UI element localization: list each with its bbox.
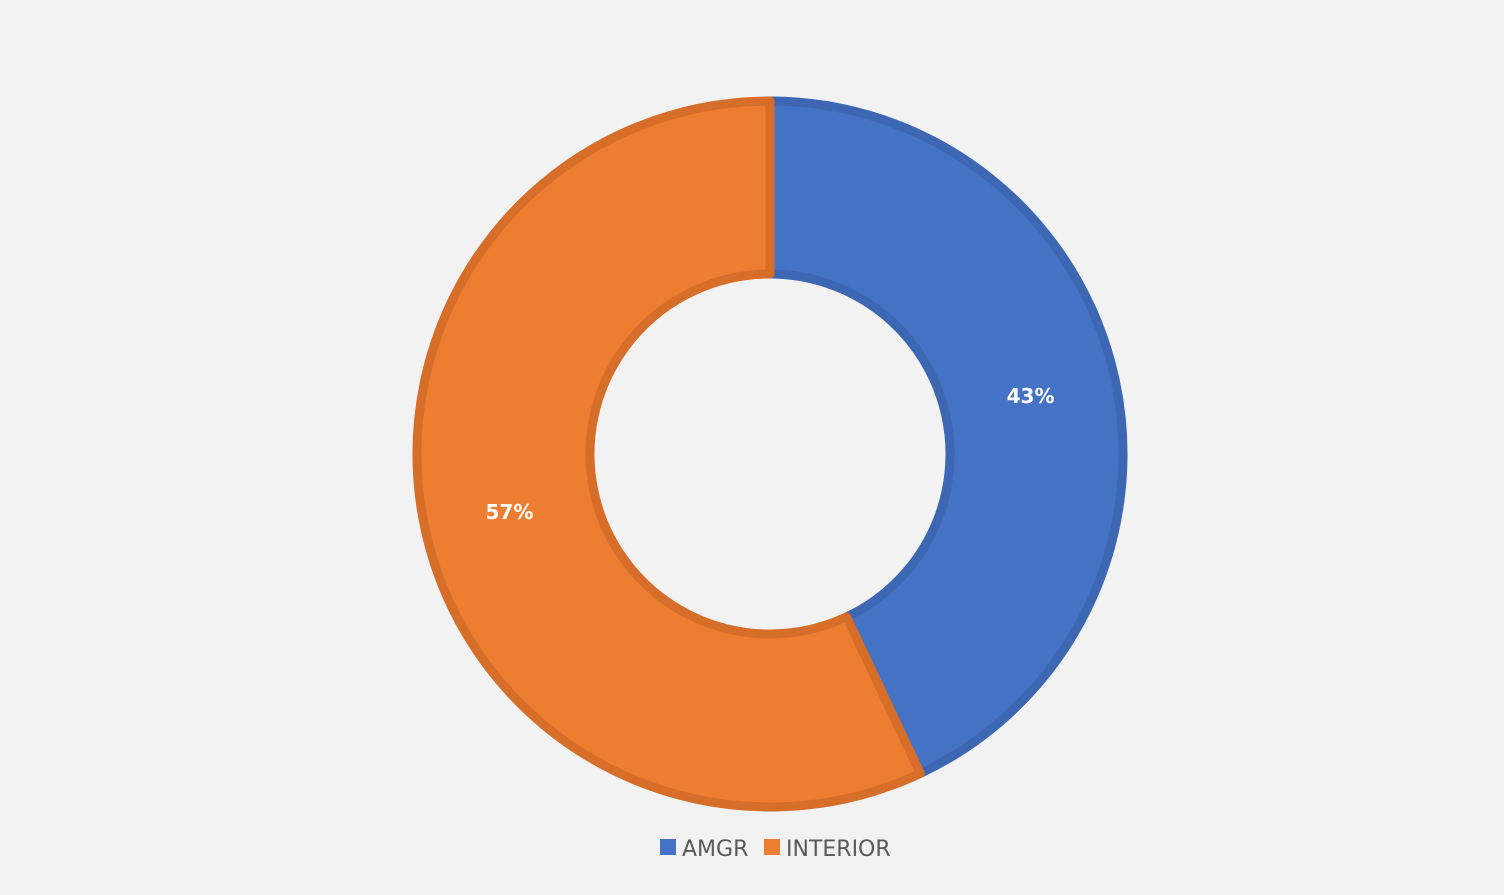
legend-item-amgr: AMGR xyxy=(660,837,748,862)
donut-slice-interior xyxy=(412,96,925,812)
data-label-amgr: 43% xyxy=(1007,384,1055,408)
legend-swatch xyxy=(764,839,780,855)
legend-label: INTERIOR xyxy=(786,837,891,862)
donut-slice-amgr xyxy=(765,96,1128,778)
legend-label: AMGR xyxy=(682,837,748,862)
legend-item-interior: INTERIOR xyxy=(764,837,891,862)
legend-swatch xyxy=(660,839,676,855)
data-label-interior: 57% xyxy=(485,500,533,524)
